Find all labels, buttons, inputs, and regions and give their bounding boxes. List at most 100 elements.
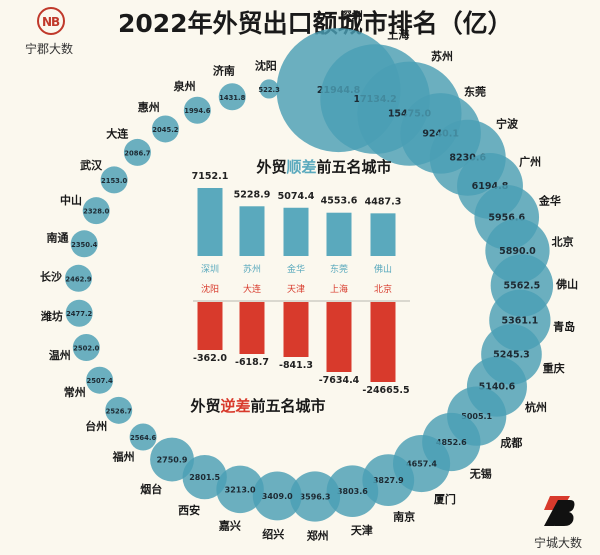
bubble-city-label: 武汉 <box>80 158 103 172</box>
deficit-chart-title: 外贸逆差前五名城市 <box>189 397 325 415</box>
bubble-value-label: 3213.0 <box>225 485 256 494</box>
surplus-value-label: 7152.1 <box>192 171 229 182</box>
bubble-29 <box>70 230 98 258</box>
surplus-value-label: 4487.3 <box>365 196 402 207</box>
bubble-value-label: 1431.8 <box>219 94 245 102</box>
bubble-value-label: 2507.4 <box>86 377 112 385</box>
bubble-22 <box>150 437 194 482</box>
bubble-28 <box>64 264 92 292</box>
svg-text:B: B <box>51 15 60 29</box>
bubble-city-label: 惠州 <box>138 100 160 114</box>
b-logo-icon <box>544 496 575 526</box>
bubble-city-label: 厦门 <box>434 492 456 506</box>
surplus-value-label: 5074.4 <box>278 191 315 202</box>
bubble-city-label: 宁波 <box>496 117 519 131</box>
bubble-city-label: 上海 <box>387 27 409 41</box>
bubble-city-label: 济南 <box>213 64 235 78</box>
surplus-bar-5 <box>370 213 396 256</box>
bubble-city-label: 大连 <box>106 127 129 141</box>
surplus-category-label: 金华 <box>287 263 305 275</box>
bubble-city-label: 成都 <box>500 436 522 450</box>
surplus-category-label: 佛山 <box>374 263 392 275</box>
deficit-title-part: 前五名城市 <box>251 397 326 415</box>
bubble-city-label: 台州 <box>85 419 107 433</box>
bubble-value-label: 2153.0 <box>101 177 127 185</box>
bubble-city-label: 佛山 <box>555 277 578 291</box>
bubble-value-label: 5361.1 <box>502 315 539 326</box>
bubble-city-label: 北京 <box>552 235 574 249</box>
deficit-title-part: 逆差 <box>220 397 250 415</box>
surplus-category-label: 苏州 <box>243 263 261 275</box>
bubble-value-label: 2086.7 <box>124 149 150 157</box>
surplus-bar-2 <box>239 206 265 256</box>
bubble-25 <box>86 366 114 394</box>
surplus-category-label: 深圳 <box>201 264 219 275</box>
surplus-bar-3 <box>283 207 309 256</box>
bubble-23 <box>129 423 157 451</box>
bubble-city-label: 南通 <box>46 230 68 244</box>
bubble-city-label: 苏州 <box>431 49 453 63</box>
deficit-bar-1 <box>197 302 223 350</box>
bubble-value-label: 2502.0 <box>73 345 99 353</box>
deficit-bar-5 <box>370 302 396 382</box>
bubble-city-label: 无锡 <box>469 467 492 481</box>
bubble-value-label: 4852.6 <box>436 438 467 447</box>
bubble-city-label: 潍坊 <box>41 309 63 323</box>
bubble-city-label: 中山 <box>60 193 82 207</box>
deficit-category-label: 北京 <box>374 283 392 295</box>
surplus-chart-title: 外贸顺差前五名城市 <box>255 158 391 176</box>
bubble-city-label: 广州 <box>519 155 541 169</box>
bubble-34 <box>183 96 211 124</box>
bubble-20 <box>216 465 264 514</box>
bubble-19 <box>252 471 302 521</box>
deficit-value-label: -362.0 <box>193 353 227 364</box>
deficit-bar-2 <box>239 302 265 354</box>
bubble-value-label: 5562.5 <box>504 280 541 291</box>
bubble-city-label: 杭州 <box>525 400 547 414</box>
deficit-value-label: -7634.4 <box>319 375 360 386</box>
bubble-value-label: 2462.9 <box>65 275 91 283</box>
bubble-value-label: 2350.4 <box>71 241 97 249</box>
bubble-value-label: 3409.0 <box>262 492 293 501</box>
bubble-24 <box>105 396 133 424</box>
bubble-city-label: 金华 <box>538 193 561 207</box>
bubble-city-label: 烟台 <box>140 482 162 496</box>
svg-text:N: N <box>42 15 52 29</box>
bubble-value-label: 2801.5 <box>189 473 220 482</box>
bubble-32 <box>123 138 151 166</box>
bubble-city-label: 深圳 <box>341 8 363 22</box>
bubble-city-label: 泉州 <box>173 79 196 93</box>
bubble-value-label: 3596.3 <box>300 493 331 502</box>
bubble-city-label: 青岛 <box>553 319 575 333</box>
deficit-value-label: -618.7 <box>235 357 269 368</box>
bubble-value-label: 2526.7 <box>106 407 132 415</box>
bubble-city-label: 长沙 <box>40 269 62 283</box>
deficit-category-label: 沈阳 <box>201 283 219 295</box>
bubble-17 <box>326 465 379 518</box>
bubble-value-label: 3827.9 <box>373 476 404 485</box>
bubble-21 <box>182 454 227 500</box>
bubble-value-label: 2328.0 <box>83 208 109 216</box>
bubble-27 <box>65 299 93 327</box>
bubble-value-label: 6194.8 <box>472 181 509 192</box>
deficit-bar-4 <box>326 302 352 372</box>
bubble-value-label: 1994.6 <box>184 107 210 115</box>
bubble-31 <box>100 166 128 194</box>
bubble-city-label: 东莞 <box>464 84 486 98</box>
surplus-value-label: 5228.9 <box>234 189 271 200</box>
bubble-city-label: 天津 <box>351 523 373 537</box>
bubble-city-label: 绍兴 <box>262 527 284 541</box>
bubble-value-label: 5140.6 <box>479 382 516 393</box>
surplus-category-label: 东莞 <box>330 263 348 275</box>
nb-logo-icon: N B <box>37 7 65 35</box>
surplus-bar-1 <box>197 188 223 256</box>
bubble-city-label: 嘉兴 <box>218 519 241 533</box>
bubble-city-label: 重庆 <box>543 361 565 375</box>
deficit-bar-3 <box>283 302 309 357</box>
bubble-35 <box>218 83 246 111</box>
brand-left-label: 宁郡大数 <box>25 42 74 56</box>
bubble-value-label: 5956.6 <box>488 212 525 223</box>
surplus-title-part: 前五名城市 <box>317 158 392 176</box>
